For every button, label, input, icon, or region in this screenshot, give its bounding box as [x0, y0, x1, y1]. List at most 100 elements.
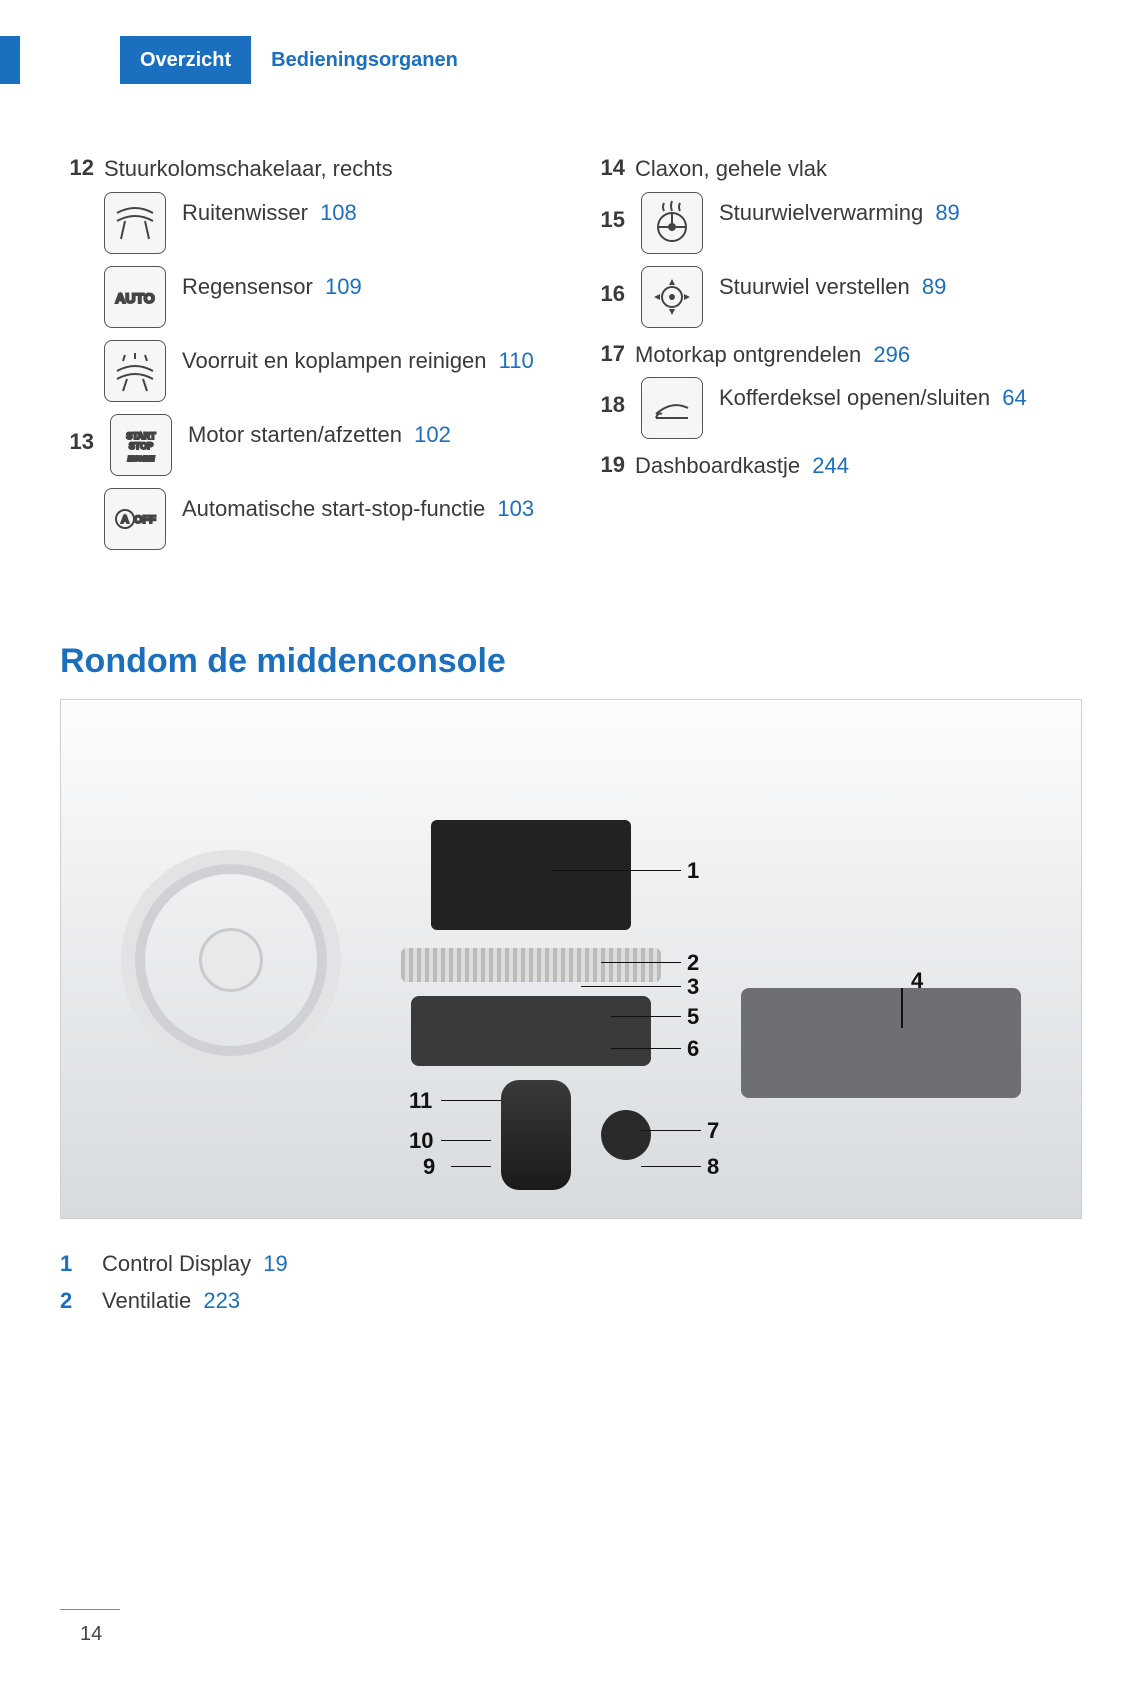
item-text: Dashboardkastje 244: [635, 451, 1082, 481]
label: Kofferdeksel openen/sluiten: [719, 385, 990, 410]
page-ref[interactable]: 244: [812, 453, 849, 478]
callout-line: [441, 1140, 491, 1142]
callout-line: [451, 1166, 491, 1168]
callout-6: 6: [687, 1036, 699, 1062]
dashboard-screen-shape: [431, 820, 631, 930]
steering-wheel-heat-icon: [641, 192, 703, 254]
dashboard-vent-shape: [401, 948, 661, 982]
callout-8: 8: [707, 1154, 719, 1180]
washer-icon: [104, 340, 166, 402]
trunk-open-icon: [641, 377, 703, 439]
callout-line: [601, 962, 681, 964]
item-number: 16: [591, 280, 625, 309]
page-ref[interactable]: 102: [414, 422, 451, 447]
item-12-sub-wiper: Ruitenwisser 108: [104, 192, 551, 254]
wiper-icon: [104, 192, 166, 254]
item-text: Stuurwielverwarming 89: [719, 192, 1082, 228]
page-ref[interactable]: 296: [873, 342, 910, 367]
callout-line: [901, 988, 903, 1028]
item-number: 17: [591, 340, 625, 369]
label: Control Display: [102, 1251, 251, 1276]
label: Stuurwiel verstellen: [719, 274, 910, 299]
legend-row-1: 1 Control Display 19: [60, 1245, 1082, 1282]
a-off-icon: AOFF: [104, 488, 166, 550]
steering-wheel-adjust-icon: [641, 266, 703, 328]
label: Ventilatie: [102, 1288, 191, 1313]
callout-line: [611, 1048, 681, 1050]
header-accent: [0, 36, 20, 84]
page-number-rule: [60, 1609, 120, 1610]
label: Stuurwielverwarming: [719, 200, 923, 225]
header-tab-active: Overzicht: [120, 36, 251, 84]
item-19: 19 Dashboardkastje 244: [591, 451, 1082, 481]
callout-line: [641, 1130, 701, 1132]
label: Dashboardkastje: [635, 453, 800, 478]
center-console-figure: 1 2 3 4 5 6 7 8 11 10 9: [60, 699, 1082, 1219]
callout-9: 9: [423, 1154, 435, 1180]
page-ref[interactable]: 89: [935, 200, 959, 225]
page-ref[interactable]: 223: [203, 1288, 240, 1313]
page-ref[interactable]: 64: [1002, 385, 1026, 410]
item-text: Voorruit en koplampen reinigen 110: [182, 340, 551, 376]
label: Ruitenwisser: [182, 200, 308, 225]
item-13: 13 STARTSTOPENGINE Motor starten/afzette…: [60, 414, 551, 476]
label: Voorruit en koplampen reinigen: [182, 348, 487, 373]
dashboard-glovebox-shape: [741, 988, 1021, 1098]
item-12-sub-rainsensor: AUTO Regensensor 109: [104, 266, 551, 328]
item-15: 15 Stuurwielverwarming 89: [591, 192, 1082, 254]
label: Motor starten/afzetten: [188, 422, 402, 447]
item-12: 12 Stuurkolomschakelaar, rechts: [60, 154, 551, 184]
dashboard-shifter-shape: [501, 1080, 571, 1190]
page-ref[interactable]: 103: [497, 496, 534, 521]
item-text: Regensensor 109: [182, 266, 551, 302]
label: Motorkap ontgrendelen: [635, 342, 861, 367]
item-number: 13: [60, 428, 94, 457]
item-number: 12: [60, 154, 94, 183]
callout-1: 1: [687, 858, 699, 884]
svg-text:AUTO: AUTO: [115, 290, 155, 306]
start-stop-engine-icon: STARTSTOPENGINE: [110, 414, 172, 476]
item-number: 15: [591, 206, 625, 235]
page-ref[interactable]: 109: [325, 274, 362, 299]
item-text: Motor starten/afzetten 102: [188, 414, 551, 450]
item-text: Stuurwiel verstellen 89: [719, 266, 1082, 302]
callout-5: 5: [687, 1004, 699, 1030]
item-18: 18 Kofferdeksel openen/sluiten 64: [591, 377, 1082, 439]
svg-text:A: A: [121, 514, 129, 526]
item-17: 17 Motorkap ontgrendelen 296: [591, 340, 1082, 370]
callout-10: 10: [409, 1128, 433, 1154]
item-text: Ruitenwisser 108: [182, 192, 551, 228]
callout-3: 3: [687, 974, 699, 1000]
item-text: Motorkap ontgrendelen 296: [635, 340, 1082, 370]
page-number: 14: [80, 1623, 102, 1646]
figure-legend: 1 Control Display 19 2 Ventilatie 223: [60, 1245, 1082, 1320]
callout-line: [551, 870, 681, 872]
right-column: 14 Claxon, gehele vlak 15 Stuurwielverwa…: [591, 154, 1082, 562]
svg-text:START: START: [126, 431, 156, 441]
item-12-sub-washer: Voorruit en koplampen reinigen 110: [104, 340, 551, 402]
dashboard-panel-shape: [411, 996, 651, 1066]
item-number: 19: [591, 451, 625, 480]
page-ref[interactable]: 108: [320, 200, 357, 225]
legend-number: 1: [60, 1245, 84, 1282]
callout-line: [641, 1166, 701, 1168]
item-text: Kofferdeksel openen/sluiten 64: [719, 377, 1082, 413]
page-ref[interactable]: 89: [922, 274, 946, 299]
callout-line: [611, 1016, 681, 1018]
page-ref[interactable]: 19: [263, 1251, 287, 1276]
item-text: Automatische start-stop-functie 103: [182, 488, 551, 524]
callout-11: 11: [409, 1088, 432, 1114]
label: Regensensor: [182, 274, 313, 299]
header-spacer: [20, 36, 120, 84]
legend-text: Ventilatie 223: [102, 1282, 240, 1319]
callout-line: [441, 1100, 501, 1102]
page-ref[interactable]: 110: [499, 348, 534, 373]
page-header: Overzicht Bedieningsorganen: [0, 36, 1142, 84]
item-number: 18: [591, 391, 625, 420]
header-tab-secondary: Bedieningsorganen: [251, 36, 478, 84]
dashboard-knob-shape: [601, 1110, 651, 1160]
legend-number: 2: [60, 1282, 84, 1319]
callout-2: 2: [687, 950, 699, 976]
callout-line: [581, 986, 681, 988]
controls-list: 12 Stuurkolomschakelaar, rechts Ruitenwi…: [0, 84, 1142, 562]
